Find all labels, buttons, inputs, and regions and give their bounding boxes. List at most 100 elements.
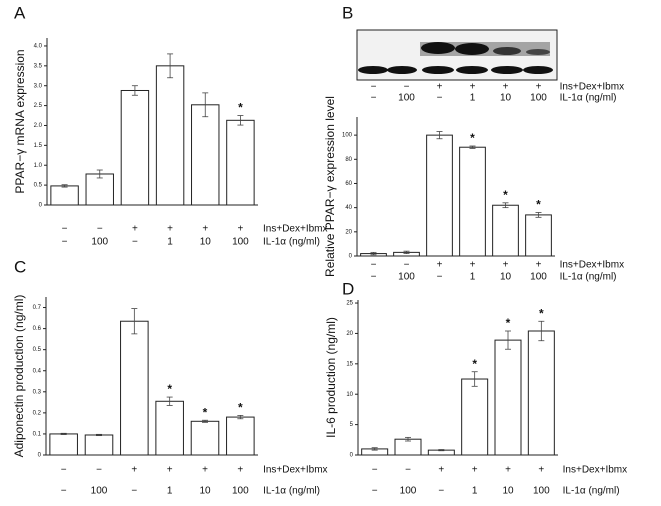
treatment-value: 10 [502, 486, 514, 497]
y-tick-label: 2.0 [34, 123, 43, 129]
treatment-label: IL-1α (ng/ml) [263, 237, 320, 248]
panel-letter: C [14, 257, 26, 276]
treatment-value: 100 [91, 486, 108, 497]
bar [494, 339, 522, 456]
treatment-label: Ins+Dex+Ibmx [560, 82, 624, 93]
treatment-value: + [470, 82, 476, 93]
treatment-label: IL-1α (ng/ml) [560, 93, 617, 104]
significance-mark: * [238, 101, 243, 115]
y-tick-label: 0.1 [33, 432, 42, 438]
treatment-value: − [97, 224, 103, 235]
treatment-value: − [372, 486, 378, 497]
treatment-value: + [437, 82, 443, 93]
bar [191, 104, 220, 206]
treatment-value: + [132, 224, 138, 235]
y-tick-label: 2.5 [34, 103, 43, 109]
treatment-value: − [437, 93, 443, 104]
y-tick-label: 0 [39, 203, 43, 209]
y-tick-label: 5 [350, 422, 354, 428]
treatment-label: IL-1α (ng/ml) [563, 486, 620, 497]
y-tick-label: 4.0 [34, 44, 43, 50]
y-tick-label: 0.7 [33, 305, 42, 311]
treatment-value: − [62, 237, 68, 248]
treatment-value: 10 [200, 237, 212, 248]
treatment-value: + [503, 82, 509, 93]
y-axis-label: Adiponectin production (ng/ml) [12, 295, 26, 458]
bar [120, 89, 150, 206]
y-axis-label: PPAR−γ mRNA expression [13, 49, 27, 193]
treatment-value: − [62, 224, 68, 235]
y-tick-label: 3.0 [34, 83, 43, 89]
y-axis-label: IL-6 production (ng/ml) [324, 317, 338, 438]
treatment-value: + [470, 260, 476, 271]
bar [49, 433, 78, 456]
y-tick-label: 0 [38, 453, 42, 459]
treatment-value: 100 [400, 486, 417, 497]
treatment-value: − [404, 260, 410, 271]
y-tick-label: 0.6 [33, 326, 42, 332]
bar [527, 330, 555, 456]
treatment-label: Ins+Dex+Ibmx [263, 224, 327, 235]
bar [226, 416, 255, 456]
bar [492, 204, 519, 257]
panel-letter: A [14, 3, 26, 22]
treatment-value: − [132, 237, 138, 248]
bar [226, 119, 255, 206]
treatment-label: IL-1α (ng/ml) [263, 486, 320, 497]
y-tick-label: 0 [349, 254, 353, 260]
y-axis-label: Relative PPAR−γ expression level [323, 96, 337, 277]
treatment-value: + [167, 224, 173, 235]
y-tick-label: 20 [346, 331, 353, 337]
treatment-label: Ins+Dex+Ibmx [560, 260, 624, 271]
y-tick-label: 10 [346, 392, 353, 398]
treatment-value: 10 [500, 272, 512, 283]
treatment-value: 100 [530, 93, 547, 104]
y-tick-label: 40 [345, 205, 352, 211]
y-tick-label: 0.3 [33, 389, 42, 395]
bar [84, 434, 114, 456]
treatment-value: 1 [167, 237, 173, 248]
treatment-value: 100 [91, 237, 108, 248]
treatment-value: − [438, 486, 444, 497]
significance-mark: * [238, 401, 243, 415]
treatment-value: − [437, 272, 443, 283]
treatment-value: 1 [470, 272, 476, 283]
treatment-value: 1 [470, 93, 476, 104]
treatment-value: 100 [232, 486, 249, 497]
treatment-value: + [536, 82, 542, 93]
bar [85, 173, 114, 206]
treatment-value: − [96, 465, 102, 476]
y-tick-label: 0 [350, 453, 354, 459]
significance-mark: * [506, 316, 511, 330]
treatment-value: + [437, 260, 443, 271]
treatment-value: 10 [500, 93, 512, 104]
y-tick-label: 0.4 [33, 368, 42, 374]
treatment-value: + [536, 260, 542, 271]
treatment-value: + [202, 465, 208, 476]
treatment-value: + [131, 465, 137, 476]
treatment-value: + [503, 260, 509, 271]
treatment-value: − [61, 465, 67, 476]
bar [461, 378, 489, 456]
treatment-value: 1 [167, 486, 173, 497]
treatment-value: − [372, 465, 378, 476]
treatment-value: + [237, 465, 243, 476]
treatment-value: + [202, 224, 208, 235]
significance-mark: * [470, 131, 475, 145]
treatment-value: 1 [472, 486, 478, 497]
significance-mark: * [472, 357, 477, 371]
treatment-label: Ins+Dex+Ibmx [563, 465, 627, 476]
panel-letter: D [342, 279, 354, 298]
significance-mark: * [536, 198, 541, 212]
significance-mark: * [539, 306, 544, 320]
treatment-value: 100 [398, 272, 415, 283]
treatment-value: 10 [199, 486, 211, 497]
y-tick-label: 60 [345, 181, 352, 187]
treatment-value: + [505, 465, 511, 476]
treatment-value: 100 [530, 272, 547, 283]
treatment-value: + [438, 465, 444, 476]
panel-letter: B [342, 3, 353, 22]
treatment-value: − [131, 486, 137, 497]
y-tick-label: 25 [346, 301, 353, 307]
